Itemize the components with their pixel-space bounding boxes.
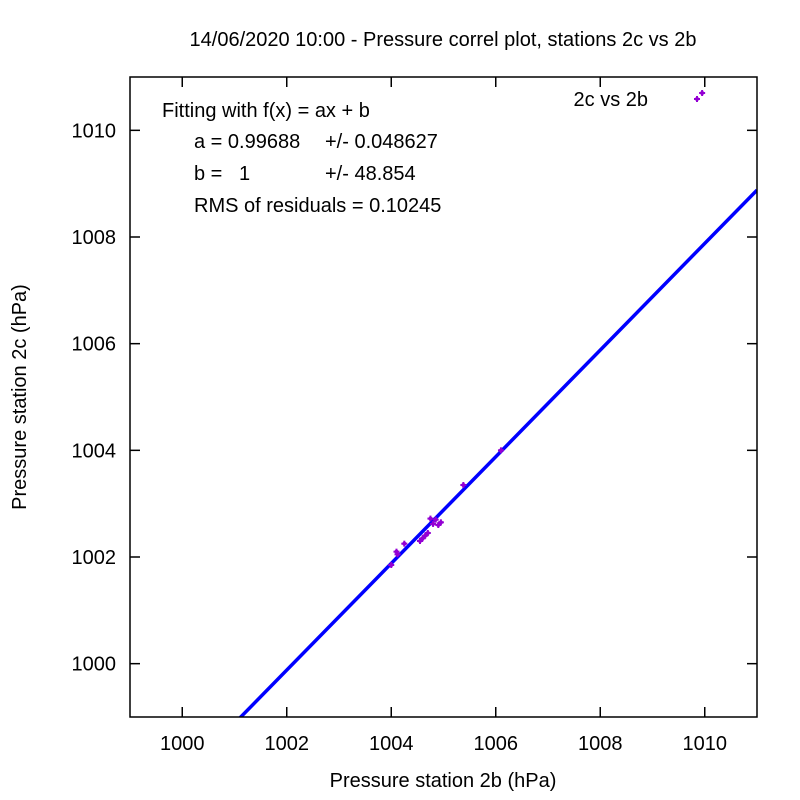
fit-b-error-text: +/- 48.854 [325,163,416,185]
fit-a-text: a = 0.99688 [194,131,300,153]
y-tick-label: 1004 [72,440,117,462]
y-tick-label: 1010 [72,120,117,142]
data-point [437,519,444,526]
y-axis-label: Pressure station 2c (hPa) [9,284,31,510]
data-points-layer [388,90,706,568]
x-tick-label: 1010 [683,733,728,755]
fit-line [238,188,757,717]
x-tick-label: 1004 [369,733,414,755]
fit-line-layer [238,188,757,717]
data-point [699,90,706,96]
fit-rms-text: RMS of residuals = 0.10245 [194,195,441,217]
y-tick-label: 1008 [72,227,117,249]
data-point [388,562,395,568]
data-point [394,551,401,558]
data-point [427,515,434,522]
fit-formula-text: Fitting with f(x) = ax + b [162,100,370,122]
legend: 2c vs 2b [574,89,700,111]
y-tick-label: 1002 [72,547,117,569]
y-tick-label: 1000 [72,654,117,676]
y-tick-label: 1006 [72,334,117,356]
fit-annotation: Fitting with f(x) = ax + b a = 0.99688 +… [162,100,441,217]
data-point [432,516,439,523]
data-point [401,540,408,547]
x-tick-label: 1006 [474,733,519,755]
x-axis-label: Pressure station 2b (hPa) [330,770,557,792]
y-axis: 1000 1002 1004 1006 1008 1010 [72,120,757,676]
legend-label: 2c vs 2b [574,89,648,111]
x-axis: 1000 1002 1004 1006 1008 1010 [160,77,727,755]
legend-marker [694,96,700,102]
chart-title: 14/06/2020 10:00 - Pressure correl plot,… [190,29,697,51]
data-point [497,447,504,454]
x-tick-label: 1000 [160,733,205,755]
data-point [430,520,437,527]
data-point [424,530,431,536]
fit-a-error-text: +/- 0.048627 [325,131,438,153]
fit-b-text: b = 1 [194,163,250,185]
x-tick-label: 1008 [578,733,623,755]
x-tick-label: 1002 [265,733,310,755]
data-point [460,482,467,488]
plot-frame [129,76,758,718]
